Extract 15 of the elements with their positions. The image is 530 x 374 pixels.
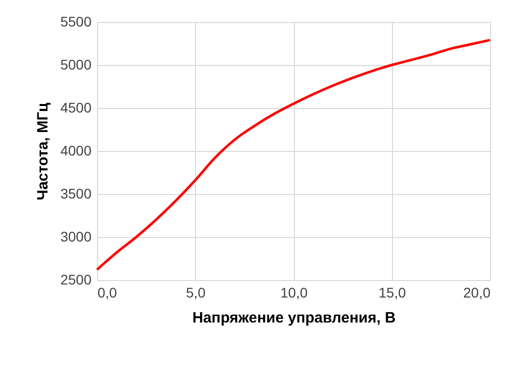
y-tick-label: 5000 — [60, 56, 92, 72]
x-axis-title: Напряжение управления, В — [192, 310, 396, 326]
y-tick-label: 2500 — [60, 272, 92, 288]
y-axis-title: Частота, МГц — [34, 102, 52, 200]
y-tick-label: 3000 — [60, 228, 92, 244]
y-tick-label: 3500 — [60, 186, 92, 202]
x-tick-label: 0,0 — [98, 284, 118, 300]
y-tick-label: 5500 — [60, 14, 92, 30]
x-tick-label: 10,0 — [280, 284, 308, 300]
x-tick-label: 15,0 — [378, 284, 406, 300]
y-tick-label: 4000 — [60, 142, 92, 158]
x-tick-label: 20,0 — [463, 284, 491, 300]
x-tick-label: 5,0 — [186, 284, 206, 300]
y-tick-label: 4500 — [60, 100, 92, 116]
line-series — [96, 38, 492, 271]
